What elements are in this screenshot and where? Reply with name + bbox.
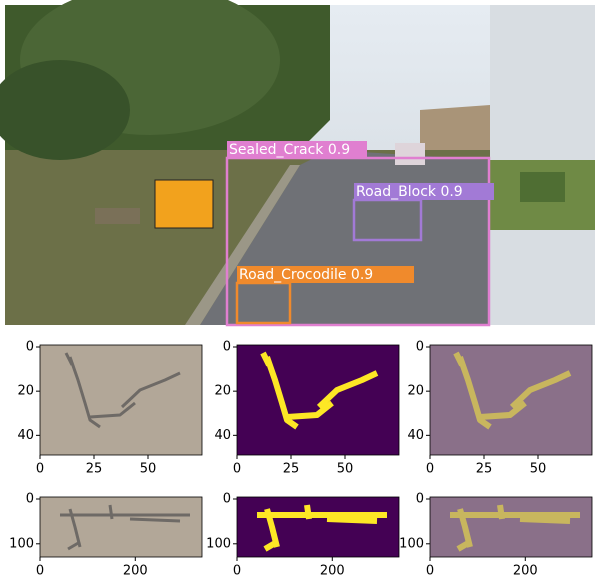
detection-label: Road_Block 0.9 <box>356 184 463 200</box>
x-tick-label: 200 <box>513 564 538 579</box>
panel-frame <box>429 496 593 558</box>
crack-stroke <box>519 516 571 524</box>
crack-stroke <box>120 371 181 409</box>
y-tick-label: 100 <box>9 536 34 551</box>
crack-mask <box>257 504 387 552</box>
y-tick-label: 100 <box>399 536 424 551</box>
crack-mask <box>453 351 572 430</box>
crack-stroke <box>304 504 312 520</box>
panel-frame <box>236 344 400 456</box>
crack-stroke <box>68 508 82 548</box>
y-tick-label: 0 <box>416 340 424 355</box>
crack-stroke <box>453 351 465 367</box>
x-tick-label: 25 <box>86 462 103 477</box>
panel-image <box>430 345 592 455</box>
y-tick-label: 0 <box>223 340 231 355</box>
crack-mask <box>450 504 580 552</box>
detection-label-bg <box>354 183 494 200</box>
crack-mask <box>64 352 181 429</box>
y-tick-label: 0 <box>26 492 34 507</box>
crack-stroke <box>316 370 379 410</box>
x-tick-label: 0 <box>36 462 44 477</box>
y-tick-label: 20 <box>17 384 34 399</box>
crack-stroke <box>509 370 572 410</box>
x-tick-label: 0 <box>36 564 44 579</box>
x-tick-label: 50 <box>140 462 157 477</box>
crack-stroke <box>456 539 472 552</box>
panel-image <box>40 345 202 455</box>
crack-stroke <box>89 401 136 419</box>
panel-image <box>237 345 399 455</box>
panel-image <box>40 497 202 557</box>
crack-stroke <box>286 400 334 420</box>
crack-mask <box>60 504 190 551</box>
panel-frame <box>429 344 593 456</box>
panel-frame <box>39 496 203 558</box>
crack-stroke <box>457 356 492 430</box>
crack-stroke <box>108 504 114 520</box>
x-tick-label: 200 <box>123 564 148 579</box>
x-tick-label: 50 <box>530 462 547 477</box>
y-tick-label: 40 <box>407 428 424 443</box>
x-tick-label: 0 <box>233 564 241 579</box>
x-tick-label: 0 <box>426 564 434 579</box>
crack-stroke <box>129 517 181 523</box>
x-tick-label: 25 <box>476 462 493 477</box>
detection-label-bg <box>227 141 367 158</box>
y-tick-label: 20 <box>407 384 424 399</box>
crack-stroke <box>326 516 378 524</box>
crack-mask <box>260 351 379 430</box>
y-tick-label: 40 <box>214 428 231 443</box>
x-tick-label: 0 <box>426 462 434 477</box>
detection-label: Road_Crocodile 0.9 <box>239 267 373 283</box>
panel-frame <box>39 344 203 456</box>
crack-stroke <box>263 539 279 552</box>
crack-stroke <box>479 400 527 420</box>
crack-stroke <box>264 356 299 430</box>
panel-image <box>237 497 399 557</box>
y-tick-label: 100 <box>206 536 231 551</box>
crack-stroke <box>64 352 74 366</box>
detection-label: Sealed_Crack 0.9 <box>229 142 350 158</box>
y-tick-label: 0 <box>416 492 424 507</box>
crack-stroke <box>67 540 81 551</box>
y-tick-label: 0 <box>223 492 231 507</box>
y-tick-label: 0 <box>26 340 34 355</box>
panel-frame <box>236 496 400 558</box>
detection-label-bg <box>237 266 414 283</box>
y-tick-label: 20 <box>214 384 231 399</box>
x-tick-label: 50 <box>337 462 354 477</box>
panel-image <box>430 497 592 557</box>
x-tick-label: 0 <box>233 462 241 477</box>
x-tick-label: 200 <box>320 564 345 579</box>
y-tick-label: 40 <box>17 428 34 443</box>
x-tick-label: 25 <box>283 462 300 477</box>
crack-stroke <box>497 504 505 520</box>
crack-stroke <box>260 351 272 367</box>
crack-stroke <box>68 356 101 429</box>
